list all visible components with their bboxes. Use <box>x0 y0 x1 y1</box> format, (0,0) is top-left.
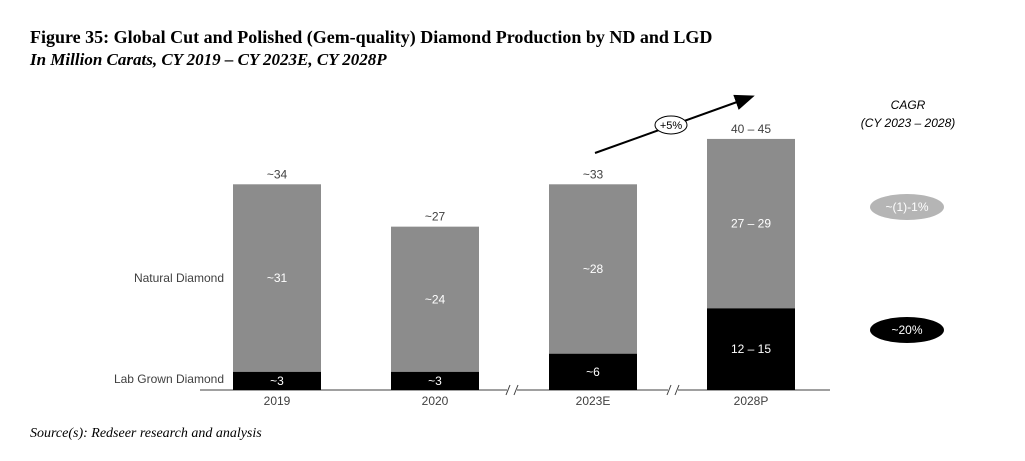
axis-break-mark <box>674 384 680 396</box>
x-tick-label: 2020 <box>422 394 449 408</box>
legend-natural-diamond: Natural Diamond <box>134 271 224 285</box>
total-value-label: ~27 <box>425 210 446 224</box>
natural-value-label: ~24 <box>425 292 446 306</box>
growth-label: +5% <box>660 120 683 132</box>
growth-badge <box>654 115 688 135</box>
bar-lab-grown-diamond <box>233 371 321 390</box>
lab-value-label: ~3 <box>270 374 284 388</box>
lab-value-label: ~3 <box>428 374 442 388</box>
legend-lab-grown-diamond: Lab Grown Diamond <box>114 372 224 386</box>
lab-value-label: 12 – 15 <box>731 342 771 356</box>
bar-natural-diamond <box>707 138 795 309</box>
total-value-label: 40 – 45 <box>731 122 771 136</box>
bar-natural-diamond <box>233 184 321 372</box>
bar-natural-diamond <box>391 226 479 372</box>
cagr-badge-natural <box>870 194 944 220</box>
natural-value-label: 27 – 29 <box>731 217 771 231</box>
figure-title: Figure 35: Global Cut and Polished (Gem-… <box>30 27 713 47</box>
total-value-label: ~33 <box>583 167 604 181</box>
figure-subtitle: In Million Carats, CY 2019 – CY 2023E, C… <box>30 50 387 69</box>
x-tick-label: 2023E <box>576 394 611 408</box>
natural-value-label: ~28 <box>583 262 604 276</box>
cagr-title: CAGR <box>891 98 926 112</box>
cagr-period: (CY 2023 – 2028) <box>861 116 956 130</box>
bar-natural-diamond <box>549 184 637 354</box>
natural-value-label: ~31 <box>267 271 288 285</box>
bar-lab-grown-diamond <box>549 353 637 390</box>
cagr-badge-lab <box>870 317 944 343</box>
bar-lab-grown-diamond <box>391 371 479 390</box>
axis-break-mark <box>513 384 519 396</box>
source-note: Source(s): Redseer research and analysis <box>30 426 262 441</box>
total-value-label: ~34 <box>267 167 288 181</box>
axis-break-gap <box>507 386 517 394</box>
axis-break-mark <box>666 384 672 396</box>
cagr-lab-label: ~20% <box>891 323 922 337</box>
axis-break-gap <box>668 386 678 394</box>
cagr-natural-label: ~(1)-1% <box>885 200 928 214</box>
lab-value-label: ~6 <box>586 365 600 379</box>
x-tick-label: 2028P <box>734 394 769 408</box>
x-tick-label: 2019 <box>264 394 291 408</box>
axis-break-mark <box>505 384 511 396</box>
bar-lab-grown-diamond <box>707 308 795 390</box>
